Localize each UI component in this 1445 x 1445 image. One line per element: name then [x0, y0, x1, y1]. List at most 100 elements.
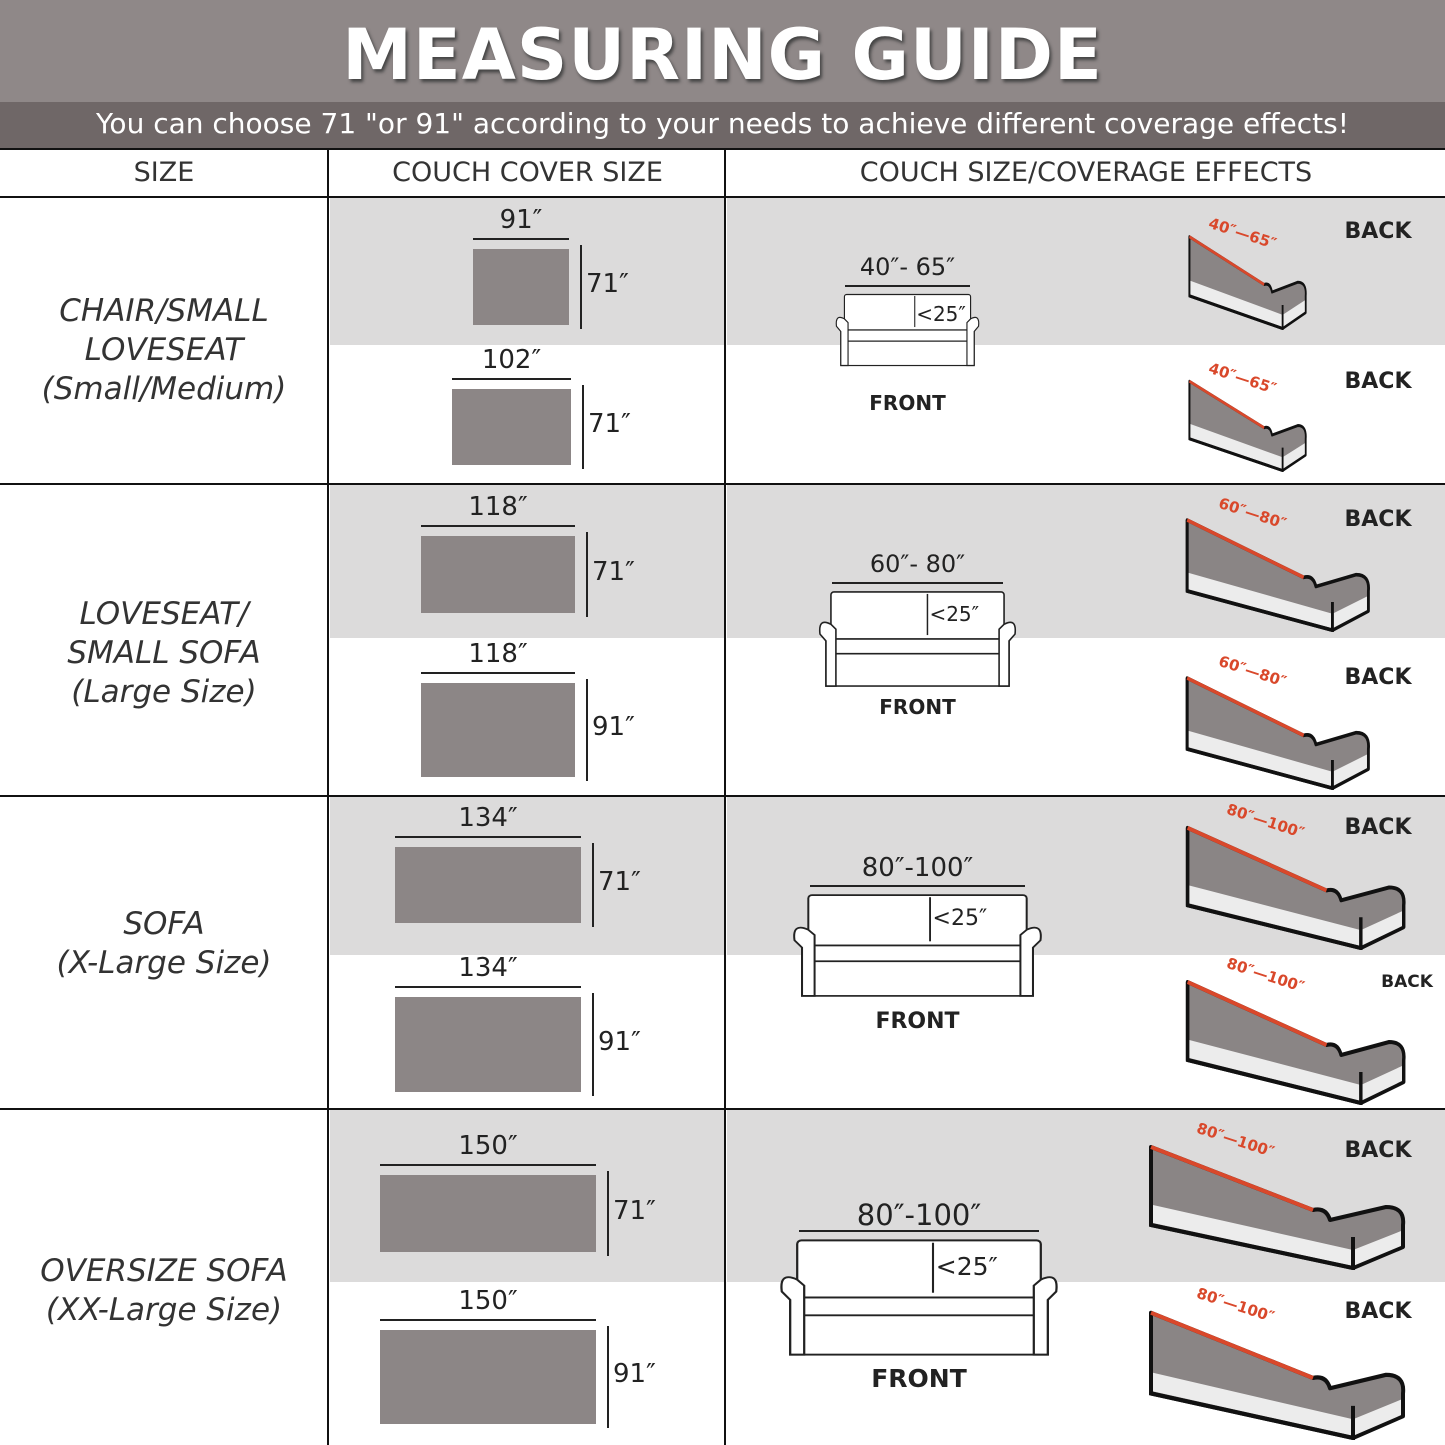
front-height-label: <25″: [916, 301, 966, 326]
cover-width-label: 134″: [458, 953, 518, 983]
size-label-line: SMALL SOFA: [67, 635, 261, 671]
front-label: FRONT: [879, 695, 956, 719]
width-arrow: [380, 1319, 596, 1321]
front-sofa-icon: [835, 293, 980, 367]
cover-width-label: 150″: [458, 1131, 518, 1161]
back-label: BACK: [1344, 507, 1412, 532]
row-divider: [0, 196, 1445, 198]
cover-rectangle: [421, 683, 575, 777]
row-divider: [0, 483, 1445, 485]
cover-rectangle: [473, 249, 569, 325]
back-label: BACK: [1344, 369, 1412, 394]
back-label: BACK: [1344, 815, 1412, 840]
front-width-label: 80″-100″: [856, 1198, 982, 1232]
height-arrow: [592, 843, 594, 927]
back-label: BACK: [1344, 219, 1412, 244]
size-label-line: (Large Size): [71, 674, 257, 710]
back-sofa-icon: [1188, 379, 1307, 472]
column-divider: [327, 148, 329, 1445]
column-divider: [724, 148, 726, 1445]
height-arrow: [580, 245, 582, 329]
cover-height-label: 91″: [592, 712, 635, 742]
front-width-arrow: [809, 885, 1026, 887]
height-arrow: [607, 1171, 609, 1256]
cover-rectangle: [380, 1330, 596, 1424]
width-arrow: [452, 378, 571, 380]
front-width-arrow: [798, 1230, 1040, 1232]
front-sofa-icon: [780, 1239, 1058, 1356]
back-sofa-icon: [1185, 980, 1406, 1105]
size-label-line: (X-Large Size): [56, 945, 272, 981]
page-title: MEASURING GUIDE: [342, 14, 1103, 96]
size-label: OVERSIZE SOFA (XX-Large Size): [0, 1252, 328, 1330]
column-header-coverage: COUCH SIZE/COVERAGE EFFECTS: [859, 157, 1313, 188]
cover-height-label: 71″: [613, 1195, 656, 1226]
row-divider: [0, 1108, 1445, 1110]
width-arrow: [395, 836, 581, 838]
cover-height-label: 71″: [588, 409, 631, 439]
cover-height-label: 91″: [598, 1026, 641, 1057]
width-arrow: [395, 986, 581, 988]
back-sofa-icon: [1149, 1145, 1406, 1270]
cover-rectangle: [395, 997, 581, 1092]
cover-rectangle: [452, 389, 571, 465]
cover-width-label: 91″: [499, 205, 543, 235]
size-label: SOFA (X-Large Size): [0, 905, 328, 983]
height-arrow: [607, 1326, 609, 1428]
back-sofa-icon: [1185, 825, 1406, 950]
width-arrow: [421, 672, 575, 674]
front-width-label: 40″- 65″: [859, 253, 956, 281]
page-subtitle: You can choose 71 "or 91" according to y…: [0, 102, 1445, 148]
back-sofa-icon: [1185, 518, 1370, 632]
front-label: FRONT: [875, 1009, 960, 1034]
size-label-line: LOVESEAT/: [79, 596, 249, 632]
column-header-size: SIZE: [133, 157, 195, 188]
front-width-label: 60″- 80″: [869, 550, 966, 578]
front-height-label: <25″: [929, 601, 980, 626]
column-header-cover-size: COUCH COVER SIZE: [392, 157, 663, 188]
back-label: BACK: [1381, 972, 1433, 992]
row-divider: [0, 795, 1445, 797]
size-label-line: LOVESEAT: [84, 332, 244, 368]
size-label-line: (Small/Medium): [41, 371, 287, 407]
front-width-arrow: [831, 582, 1004, 584]
front-height-label: <25″: [932, 905, 988, 931]
size-label: LOVESEAT/SMALL SOFA (Large Size): [0, 595, 328, 712]
height-arrow: [582, 385, 584, 469]
front-height-label: <25″: [935, 1252, 998, 1282]
cover-width-label: 134″: [458, 803, 518, 833]
front-width-label: 80″-100″: [861, 853, 974, 883]
size-label-line: (XX-Large Size): [45, 1292, 283, 1328]
back-sofa-icon: [1149, 1310, 1406, 1440]
cover-width-label: 102″: [481, 345, 542, 375]
cover-rectangle: [395, 847, 581, 923]
front-label: FRONT: [869, 391, 946, 415]
back-label: BACK: [1344, 1299, 1412, 1324]
cover-width-label: 118″: [468, 639, 528, 669]
back-label: BACK: [1344, 1138, 1412, 1163]
cover-rectangle: [421, 536, 575, 613]
width-arrow: [380, 1164, 596, 1166]
height-arrow: [592, 993, 594, 1096]
front-sofa-icon: [793, 894, 1042, 997]
header-divider: [0, 148, 1445, 150]
size-label-line: SOFA: [123, 906, 205, 942]
cover-width-label: 150″: [458, 1286, 518, 1316]
front-sofa-icon: [818, 591, 1017, 687]
back-sofa-icon: [1188, 235, 1307, 330]
cover-width-label: 118″: [468, 492, 528, 522]
cover-height-label: 91″: [613, 1359, 656, 1389]
header-banner: [0, 0, 1445, 102]
front-label: FRONT: [871, 1364, 967, 1393]
cover-height-label: 71″: [586, 269, 629, 299]
cover-height-label: 71″: [598, 867, 641, 897]
width-arrow: [421, 525, 575, 527]
back-label: BACK: [1344, 665, 1412, 690]
front-width-arrow: [845, 285, 970, 287]
cover-height-label: 71″: [592, 556, 635, 587]
size-label: CHAIR/SMALL LOVESEAT (Small/Medium): [0, 292, 328, 409]
size-label-line: CHAIR/SMALL: [59, 293, 269, 329]
height-arrow: [586, 679, 588, 781]
height-arrow: [586, 532, 588, 617]
cover-rectangle: [380, 1175, 596, 1252]
